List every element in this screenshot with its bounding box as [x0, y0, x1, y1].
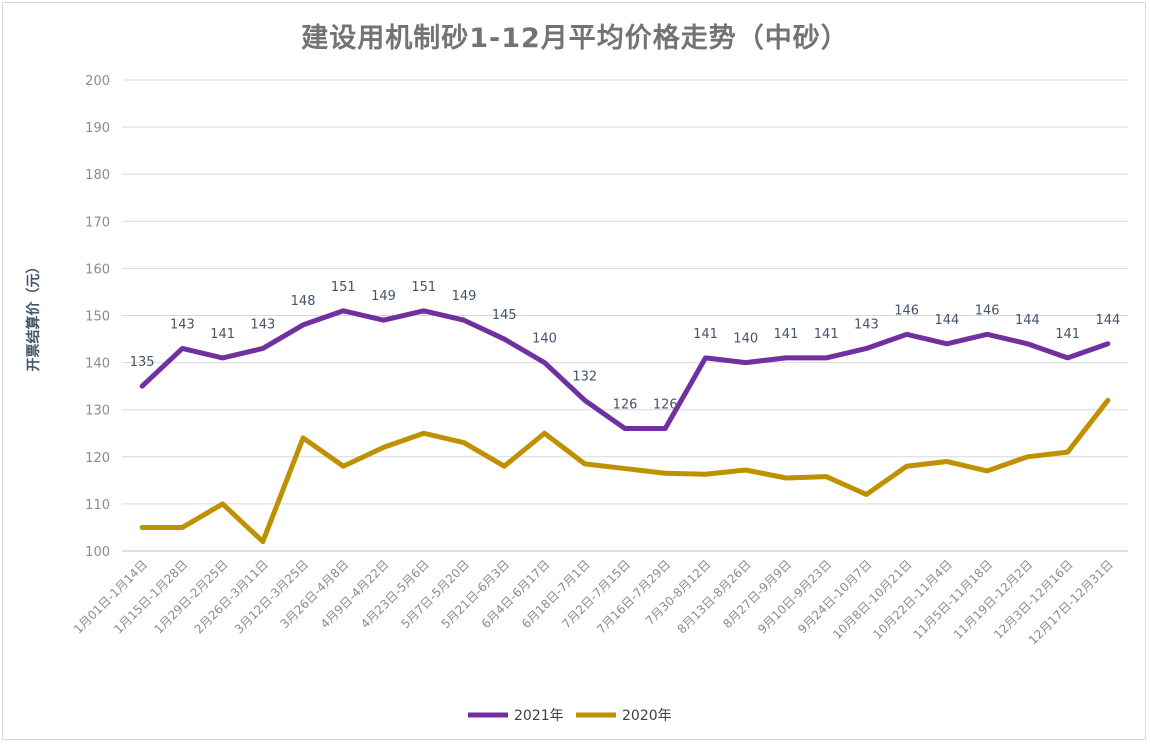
y-tick-label: 180 — [85, 168, 110, 183]
x-tick-label: 2月26日-3月11日 — [192, 557, 271, 636]
x-tick-label: 3月26日-4月8日 — [278, 557, 352, 631]
x-tick-label: 1月29日-2月25日 — [151, 557, 230, 636]
y-tick-label: 100 — [85, 545, 110, 560]
x-tick-label: 5月21日-6月3日 — [438, 557, 512, 631]
y-tick-label: 190 — [85, 121, 110, 136]
x-tick-label: 4月23日-5月6日 — [358, 557, 432, 631]
x-tick-label: 3月12日-3月25日 — [232, 557, 311, 636]
data-label: 143 — [250, 317, 275, 332]
y-tick-label: 110 — [85, 498, 110, 513]
data-label: 149 — [371, 289, 396, 304]
data-label: 132 — [572, 369, 597, 384]
x-tick-label: 7月16日-7月29日 — [594, 557, 673, 636]
data-label: 143 — [170, 317, 195, 332]
data-label: 126 — [653, 398, 678, 413]
data-label: 145 — [492, 308, 517, 323]
data-label: 146 — [894, 303, 919, 318]
data-label: 144 — [935, 313, 960, 328]
y-axis-label: 开票结算价（元） — [25, 260, 42, 372]
x-tick-label: 6月4日-6月17日 — [479, 557, 553, 631]
y-tick-label: 160 — [85, 262, 110, 277]
data-label: 141 — [210, 327, 235, 342]
data-label: 141 — [693, 327, 718, 342]
y-tick-label: 200 — [85, 74, 110, 89]
x-tick-label: 7月2日-7月15日 — [559, 557, 633, 631]
data-label: 146 — [975, 303, 1000, 318]
data-label: 148 — [291, 294, 316, 309]
data-label: 151 — [331, 280, 356, 295]
data-label: 126 — [613, 398, 638, 413]
series-line-2020年 — [139, 397, 1111, 545]
x-tick-label: 9月10日-9月23日 — [755, 557, 834, 636]
data-label: 135 — [130, 355, 155, 370]
data-label: 144 — [1015, 313, 1040, 328]
x-tick-label: 4月9日-4月22日 — [318, 557, 392, 631]
x-tick-label: 5月7日-5月20日 — [398, 557, 472, 631]
y-tick-label: 150 — [85, 310, 110, 325]
data-label: 141 — [774, 327, 799, 342]
data-label: 144 — [1095, 313, 1120, 328]
data-label: 151 — [411, 280, 436, 295]
x-tick-label: 9月24日-10月7日 — [795, 557, 874, 636]
data-label: 141 — [1055, 327, 1080, 342]
chart-title: 建设用机制砂1-12月平均价格走势（中砂） — [301, 23, 849, 54]
data-label: 143 — [854, 317, 879, 332]
legend-label: 2021年 — [514, 708, 564, 724]
x-tick-label: 8月27日-9月9日 — [720, 557, 794, 631]
data-label: 149 — [452, 289, 477, 304]
y-tick-label: 140 — [85, 357, 110, 372]
legend-label: 2020年 — [622, 708, 672, 724]
x-tick-label: 1月15日-1月28日 — [111, 557, 190, 636]
y-tick-label: 120 — [85, 451, 110, 466]
x-tick-label: 6月18日-7月1日 — [519, 557, 593, 631]
y-tick-label: 130 — [85, 404, 110, 419]
data-label: 140 — [733, 332, 758, 347]
x-tick-label: 8月13日-8月26日 — [675, 557, 754, 636]
x-tick-label: 1月01日-1月14日 — [71, 557, 150, 636]
data-label: 141 — [814, 327, 839, 342]
y-tick-label: 170 — [85, 215, 110, 230]
data-label: 140 — [532, 332, 557, 347]
